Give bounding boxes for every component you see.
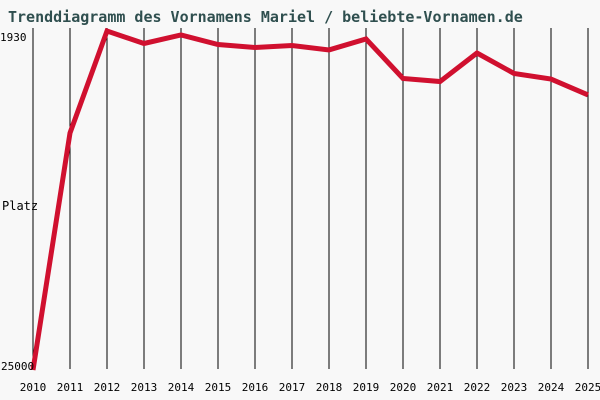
- x-axis-label-2021: 2021: [426, 381, 454, 394]
- x-axis-label-2012: 2012: [93, 381, 121, 394]
- x-axis-label-2024: 2024: [537, 381, 565, 394]
- chart-title: Trenddiagramm des Vornamens Mariel / bel…: [8, 8, 523, 26]
- x-axis-label-2023: 2023: [500, 381, 528, 394]
- x-axis-label-2018: 2018: [315, 381, 343, 394]
- x-axis-label-2011: 2011: [56, 381, 84, 394]
- x-axis-label-2014: 2014: [167, 381, 195, 394]
- x-axis-label-2022: 2022: [463, 381, 491, 394]
- x-axis-label-2019: 2019: [352, 381, 380, 394]
- x-axis-label-2017: 2017: [278, 381, 306, 394]
- y-axis-title: Platz: [2, 199, 39, 213]
- x-axis-label-2016: 2016: [241, 381, 269, 394]
- trend-line: [30, 27, 589, 371]
- x-axis-label-2020: 2020: [389, 381, 417, 394]
- x-axis-label-2013: 2013: [130, 381, 158, 394]
- x-axis-label-2025: 2025: [574, 381, 600, 394]
- y-axis-top-tick-label: 1930: [0, 31, 27, 44]
- x-axis-label-2010: 2010: [19, 381, 47, 394]
- x-axis-label-2015: 2015: [204, 381, 232, 394]
- y-axis-bottom-tick-label: 25000: [1, 360, 35, 373]
